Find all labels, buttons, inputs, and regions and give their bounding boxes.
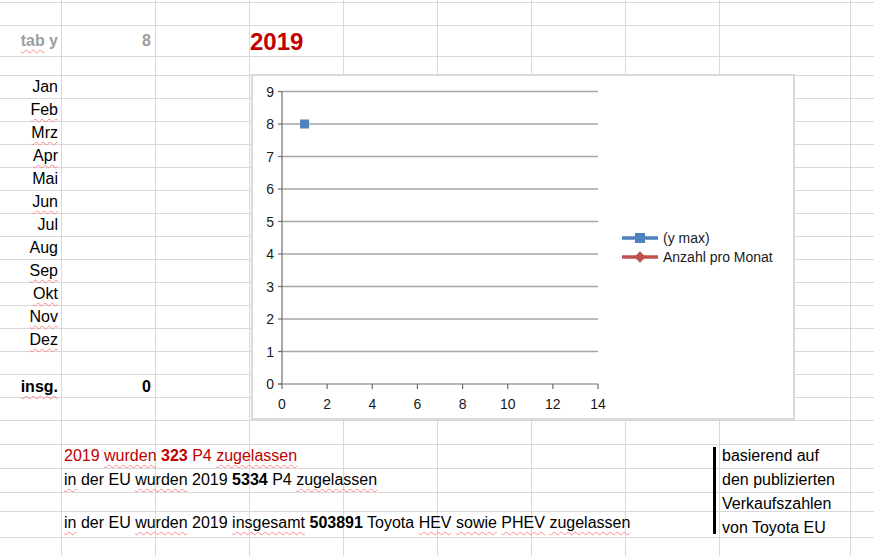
x-tick-label: 10 (500, 396, 516, 412)
gridline-h (0, 25, 874, 26)
month-label: Jan (32, 78, 58, 95)
text-segment: 323 (161, 447, 188, 464)
cell-total-value[interactable]: 0 (61, 375, 151, 398)
x-tick-label: 0 (278, 396, 286, 412)
text-segment: in (64, 471, 76, 488)
text-segment: zugelassen (216, 447, 297, 464)
x-tick-label: 2 (323, 396, 331, 412)
chart[interactable]: 012345678902468101214(y max)Anzahl pro M… (251, 74, 795, 420)
text-segment: wurden (135, 514, 187, 531)
cell-total-label[interactable]: insg. (0, 375, 58, 398)
cell-year[interactable]: 2019 (250, 26, 303, 57)
month-label: Nov (30, 308, 58, 325)
y-tick-label: 5 (266, 214, 274, 230)
month-label: Dez (30, 331, 58, 348)
text-segment: tab (21, 32, 45, 49)
cell-month-jun[interactable]: Jun (0, 190, 58, 213)
y-tick-label: 0 (266, 376, 274, 392)
cell-tab-y-value[interactable]: 8 (61, 29, 151, 52)
source-note-line: Verkaufszahlen (722, 492, 835, 516)
text-segment: der EU (76, 514, 135, 531)
cell-month-dez[interactable]: Dez (0, 328, 58, 351)
text-segment: P4 (188, 447, 216, 464)
text-segment: der EU (76, 471, 135, 488)
month-label: Okt (33, 285, 58, 302)
y-tick-label: 3 (266, 279, 274, 295)
gridline-v (61, 0, 62, 556)
note-line-2[interactable]: in der EU wurden 2019 5334 P4 zugelassen (64, 468, 377, 492)
spreadsheet: tab y 8 2019 JanFebMrzAprMaiJunJulAugSep… (0, 0, 874, 556)
legend-item[interactable]: Anzahl pro Monat (622, 249, 773, 265)
cell-month-aug[interactable]: Aug (0, 236, 58, 259)
scatter-chart-canvas: 012345678902468101214(y max)Anzahl pro M… (253, 76, 793, 418)
legend-marker-diamond (634, 251, 645, 262)
month-label: Jun (32, 193, 58, 210)
cell-month-mai[interactable]: Mai (0, 167, 58, 190)
month-label: Mai (32, 170, 58, 187)
text-segment: in (64, 514, 76, 531)
text-segment: PHEV (501, 514, 545, 531)
cell-month-okt[interactable]: Okt (0, 282, 58, 305)
note-line-3[interactable]: in der EU wurden 2019 insgesamt 503891 T… (64, 511, 630, 535)
legend-item[interactable]: (y max) (622, 230, 710, 246)
cell-month-jul[interactable]: Jul (0, 213, 58, 236)
text-segment: 2019 (188, 514, 232, 531)
source-note[interactable]: basierend aufden publiziertenVerkaufszah… (722, 444, 835, 540)
gridline-h (0, 56, 874, 57)
gridline-h (0, 2, 874, 3)
y-tick-label: 4 (266, 246, 274, 262)
cell-month-sep[interactable]: Sep (0, 259, 58, 282)
text-segment: y (45, 32, 58, 49)
legend-label: (y max) (663, 230, 710, 246)
text-segment: zugelassen (296, 471, 377, 488)
cell-month-feb[interactable]: Feb (0, 98, 58, 121)
x-tick-label: 4 (368, 396, 376, 412)
text-segment: wurden (104, 447, 156, 464)
y-tick-label: 9 (266, 84, 274, 100)
note-line-1[interactable]: 2019 wurden 323 P4 zugelassen (64, 444, 297, 468)
text-segment: 5334 (232, 471, 268, 488)
y-tick-label: 2 (266, 311, 274, 327)
text-segment: 2019 (64, 447, 104, 464)
text-segment: wurden (135, 471, 187, 488)
month-label: Apr (33, 147, 58, 164)
cell-month-nov[interactable]: Nov (0, 305, 58, 328)
text-segment: sowie (456, 514, 497, 531)
cell-month-apr[interactable]: Apr (0, 144, 58, 167)
legend-label: Anzahl pro Monat (663, 249, 773, 265)
month-label: Aug (30, 239, 58, 256)
text-segment: zugelassen (549, 514, 630, 531)
month-label: Mrz (31, 124, 58, 141)
note-divider-bar (713, 447, 716, 534)
legend-marker-square (635, 233, 645, 243)
source-note-line: den publizierten (722, 468, 835, 492)
x-tick-label: 14 (590, 396, 606, 412)
y-tick-label: 1 (266, 344, 274, 360)
gridline-v (850, 0, 851, 556)
cell-tab-y-label[interactable]: tab y (0, 29, 58, 52)
text-segment: 503891 (309, 514, 362, 531)
text-segment: 2019 (188, 471, 232, 488)
text-segment: insgesamt (232, 514, 305, 531)
x-tick-label: 8 (459, 396, 467, 412)
source-note-line: basierend auf (722, 444, 835, 468)
text-segment: P4 (268, 471, 296, 488)
total-label-text: insg. (21, 378, 58, 395)
month-label: Feb (30, 101, 58, 118)
y-tick-label: 8 (266, 116, 274, 132)
source-note-line: von Toyota EU (722, 516, 835, 540)
month-label: Sep (30, 262, 58, 279)
text-segment: Toyota (363, 514, 419, 531)
data-point-square[interactable] (300, 120, 309, 129)
x-tick-label: 12 (545, 396, 561, 412)
cell-month-jan[interactable]: Jan (0, 75, 58, 98)
cell-month-mrz[interactable]: Mrz (0, 121, 58, 144)
x-tick-label: 6 (414, 396, 422, 412)
month-label: Jul (38, 216, 58, 233)
y-tick-label: 6 (266, 181, 274, 197)
text-segment: HEV (419, 514, 452, 531)
y-tick-label: 7 (266, 149, 274, 165)
